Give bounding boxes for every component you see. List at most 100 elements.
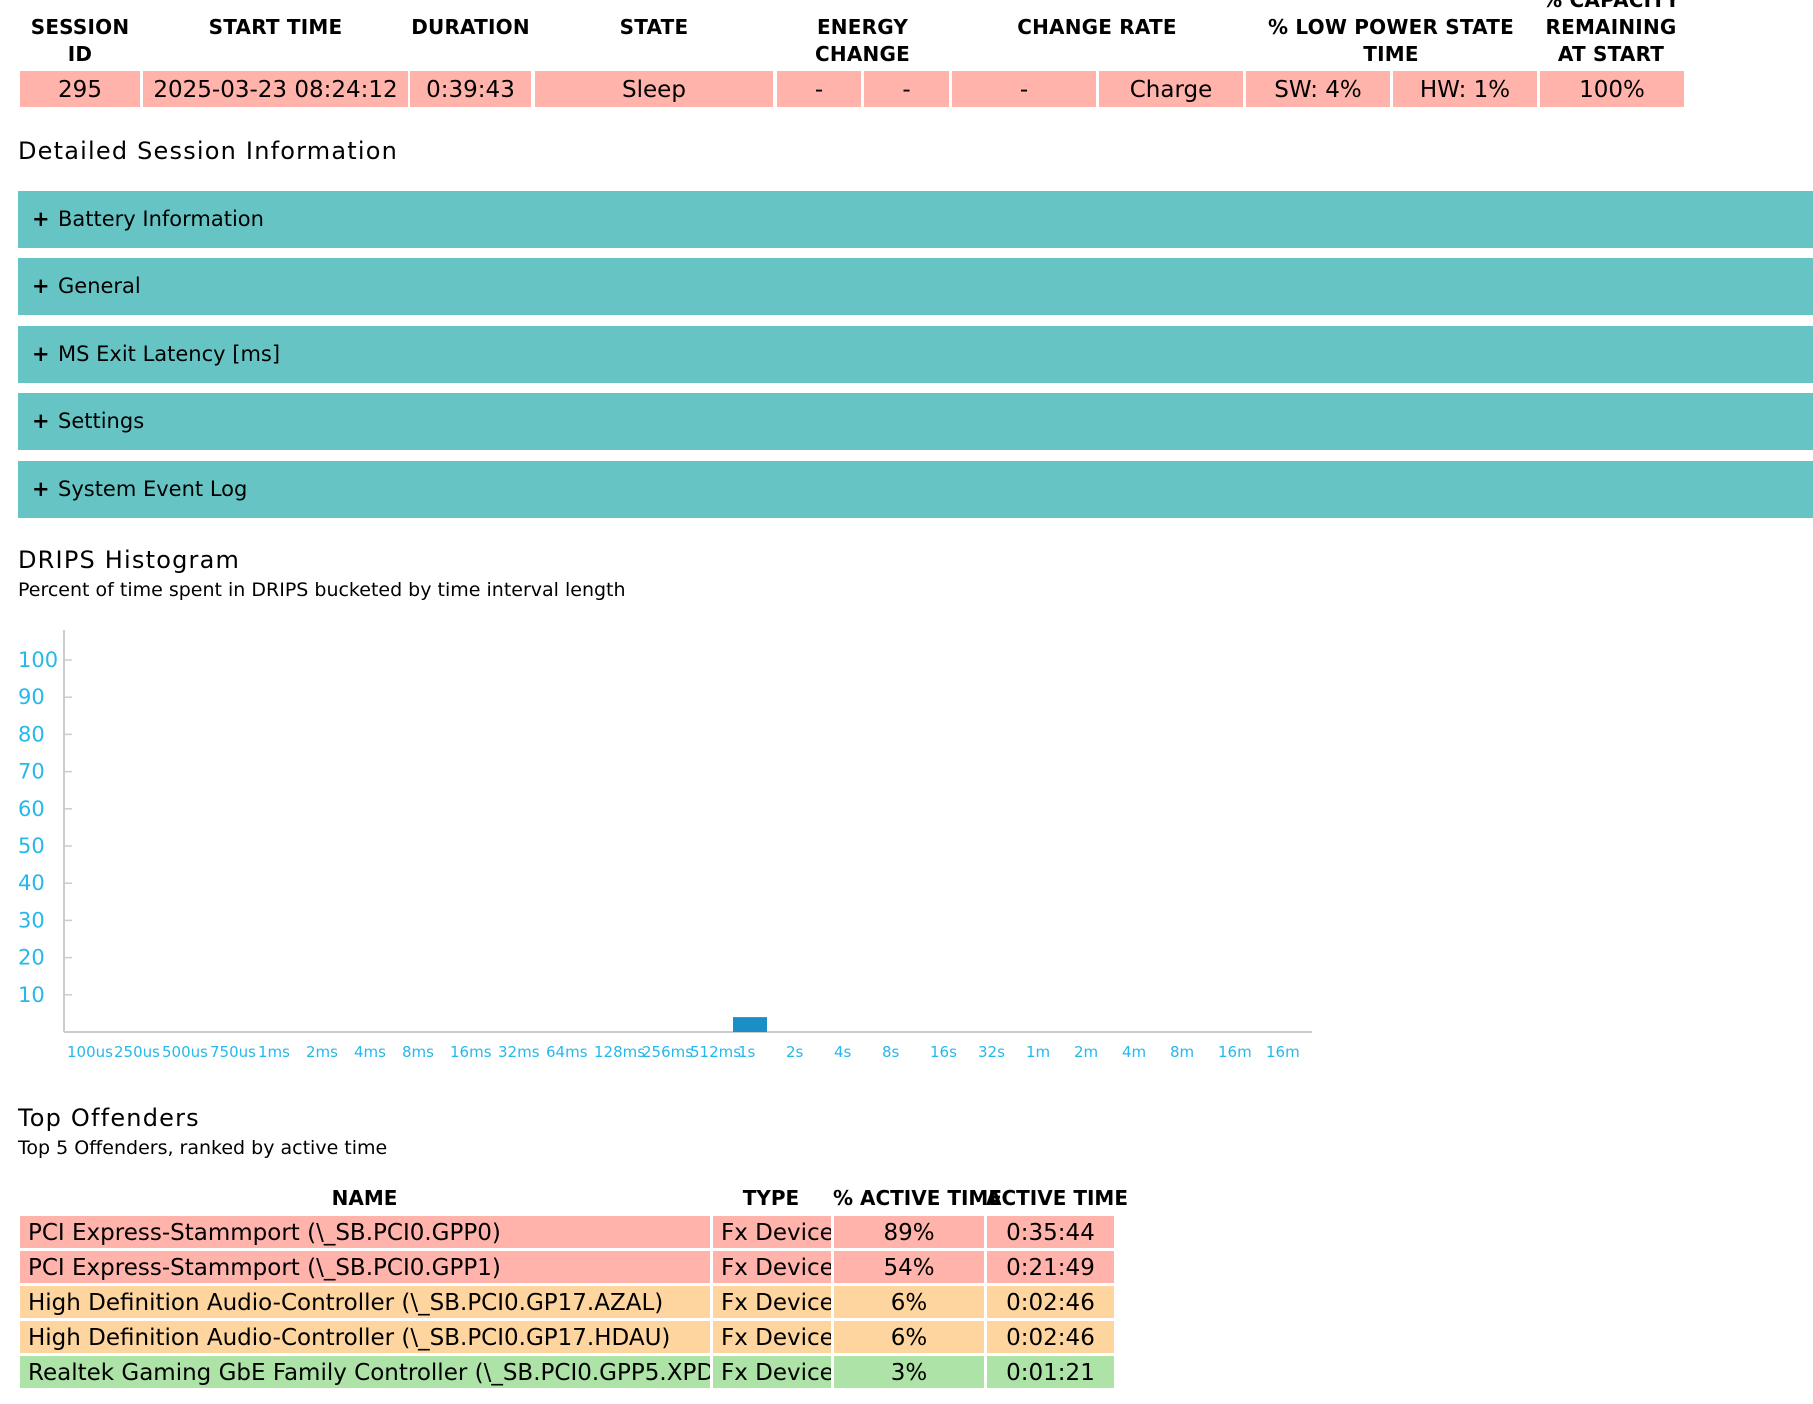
offender-pct-active-time: 89% [834, 1216, 984, 1248]
header-name: NAME [331, 1186, 398, 1210]
offender-name: PCI Express-Stammport (\_SB.PCI0.GPP0) [20, 1216, 710, 1248]
x-tick-label: 16m [1266, 1043, 1300, 1061]
x-tick-label: 750us [210, 1043, 256, 1061]
x-tick-label: 1m [1026, 1043, 1050, 1061]
header-low-power-state-time: % LOW POWER STATE TIME [1268, 15, 1514, 66]
x-tick-label: 2ms [306, 1043, 338, 1061]
x-tick-label: 1ms [258, 1043, 290, 1061]
x-tick-label: 4m [1122, 1043, 1146, 1061]
y-tick-label: 100 [18, 648, 58, 672]
cell-energy-change-b: - [864, 71, 949, 107]
expand-icon[interactable]: + [32, 207, 50, 231]
cell-state: Sleep [535, 71, 773, 107]
y-tick-label: 80 [18, 722, 45, 746]
header-energy-change: ENERGY CHANGE [815, 15, 910, 66]
offender-pct-active-time: 6% [834, 1321, 984, 1353]
x-tick-label: 8ms [402, 1043, 434, 1061]
offender-active-time: 0:02:46 [987, 1286, 1114, 1318]
histogram-subtitle: Percent of time spent in DRIPS bucketed … [18, 579, 626, 601]
header-capacity-line-2: REMAINING [1545, 15, 1677, 39]
section-label: System Event Log [58, 477, 248, 501]
header-session-id: SESSION ID [30, 15, 130, 66]
offender-name: PCI Express-Stammport (\_SB.PCI0.GPP1) [20, 1251, 710, 1283]
x-tick-label: 32ms [498, 1043, 540, 1061]
offender-type: Fx Device [713, 1321, 831, 1353]
header-pct-active-time: % ACTIVE TIME [833, 1186, 1002, 1210]
x-tick-label: 500us [162, 1043, 208, 1061]
offender-type: Fx Device [713, 1216, 831, 1248]
offender-name: High Definition Audio-Controller (\_SB.P… [20, 1286, 710, 1318]
offender-active-time: 0:01:21 [987, 1356, 1114, 1388]
histogram-bar [733, 1017, 767, 1032]
x-tick-label: 512ms [690, 1043, 741, 1061]
header-capacity-line-1: % CAPACITY [1542, 0, 1680, 12]
offender-active-time: 0:35:44 [987, 1216, 1114, 1248]
x-tick-label: 4ms [354, 1043, 386, 1061]
x-tick-label: 4s [834, 1043, 852, 1061]
offender-pct-active-time: 54% [834, 1251, 984, 1283]
header-active-time: ACTIVE TIME [986, 1186, 1128, 1210]
cell-hw-low-power: HW: 1% [1393, 71, 1537, 107]
offender-pct-active-time: 6% [834, 1286, 984, 1318]
cell-change-rate-b: Charge [1099, 71, 1243, 107]
y-tick-label: 40 [18, 871, 45, 895]
expand-icon[interactable]: + [32, 342, 50, 366]
header-state: STATE [619, 15, 689, 39]
top-offenders-title: Top Offenders [18, 1104, 200, 1132]
y-tick-label: 90 [18, 685, 45, 709]
header-duration: DURATION [411, 15, 530, 39]
x-tick-label: 128ms [594, 1043, 645, 1061]
cell-duration: 0:39:43 [410, 71, 531, 107]
offender-name: High Definition Audio-Controller (\_SB.P… [20, 1321, 710, 1353]
x-tick-label: 100us [67, 1043, 113, 1061]
header-capacity-line-3: AT START [1557, 42, 1665, 66]
section-general[interactable]: + General [18, 258, 1813, 315]
detailed-session-title: Detailed Session Information [18, 137, 399, 165]
header-capacity-remaining: % CAPACITY REMAINING AT START [1538, 0, 1684, 68]
x-tick-label: 2s [786, 1043, 804, 1061]
section-battery-information[interactable]: + Battery Information [18, 191, 1813, 248]
expand-icon[interactable]: + [32, 409, 50, 433]
cell-change-rate-a: - [952, 71, 1096, 107]
x-tick-label: 32s [978, 1043, 1005, 1061]
x-tick-label: 16ms [450, 1043, 492, 1061]
offender-active-time: 0:02:46 [987, 1321, 1114, 1353]
offender-active-time: 0:21:49 [987, 1251, 1114, 1283]
cell-energy-change-a: - [777, 71, 861, 107]
y-tick-label: 70 [18, 760, 45, 784]
section-system-event-log[interactable]: + System Event Log [18, 461, 1813, 518]
drips-histogram-chart: 10 20 30 40 50 60 70 80 90 100 100us 250us 500us 750u… [18, 630, 1312, 1061]
section-ms-exit-latency[interactable]: + MS Exit Latency [ms] [18, 326, 1813, 383]
cell-start-time: 2025-03-23 08:24:12 [143, 71, 408, 107]
section-label: General [58, 274, 141, 298]
expand-icon[interactable]: + [32, 274, 50, 298]
cell-sw-low-power: SW: 4% [1246, 71, 1390, 107]
section-settings[interactable]: + Settings [18, 393, 1813, 450]
offender-type: Fx Device [713, 1286, 831, 1318]
y-tick-label: 10 [18, 983, 45, 1007]
section-label: Battery Information [58, 207, 264, 231]
y-tick-label: 30 [18, 908, 45, 932]
y-tick-label: 50 [18, 834, 45, 858]
offender-name: Realtek Gaming GbE Family Controller (\_… [20, 1356, 710, 1388]
section-label: MS Exit Latency [ms] [58, 342, 281, 366]
y-tick-label: 60 [18, 797, 45, 821]
expand-icon[interactable]: + [32, 477, 50, 501]
y-tick-label: 20 [18, 946, 45, 970]
offender-type: Fx Device [713, 1251, 831, 1283]
x-tick-label: 250us [114, 1043, 160, 1061]
x-tick-label: 16s [930, 1043, 957, 1061]
x-tick-label: 8s [882, 1043, 900, 1061]
x-tick-label: 16m [1218, 1043, 1252, 1061]
header-start-time: START TIME [208, 15, 343, 39]
x-tick-label: 2m [1074, 1043, 1098, 1061]
x-tick-label: 64ms [546, 1043, 588, 1061]
x-tick-label: 1s [738, 1043, 756, 1061]
top-offenders-subtitle: Top 5 Offenders, ranked by active time [18, 1137, 388, 1159]
offender-pct-active-time: 3% [834, 1356, 984, 1388]
cell-capacity-at-start: 100% [1540, 71, 1684, 107]
x-tick-label: 256ms [642, 1043, 693, 1061]
histogram-title: DRIPS Histogram [18, 546, 241, 574]
header-change-rate: CHANGE RATE [1017, 15, 1177, 39]
x-tick-label: 8m [1170, 1043, 1194, 1061]
